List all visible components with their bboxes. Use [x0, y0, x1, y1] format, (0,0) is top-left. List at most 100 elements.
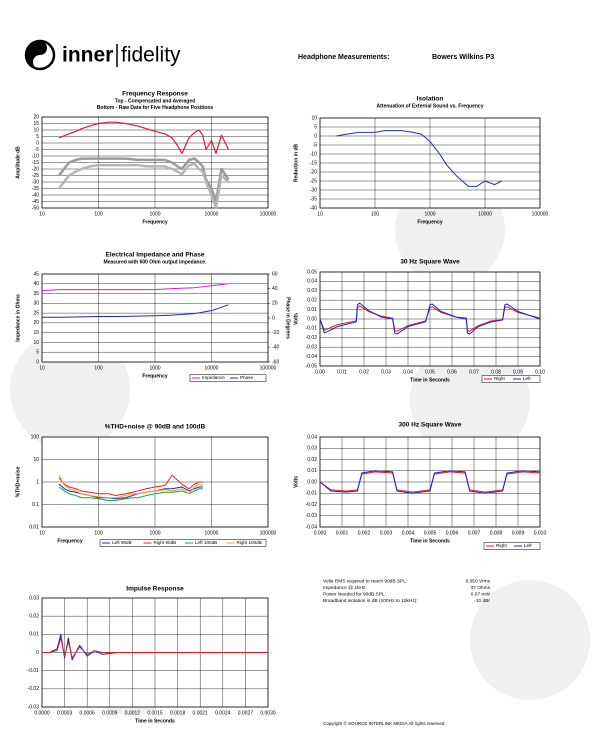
chart-subtitle: Bottom - Raw Data for Five Headphone Pos… — [97, 105, 214, 111]
chart-title: Impulse Response — [126, 586, 184, 593]
y-tick-label: -5 — [313, 142, 318, 148]
x-tick-label: 0.0003 — [57, 710, 73, 716]
y-tick-label: -0.03 — [306, 345, 318, 351]
x-tick-label: 10000 — [478, 211, 492, 217]
x-tick-label: 0.0021 — [193, 710, 209, 716]
x-tick-label: 1000 — [149, 211, 160, 217]
header-model: Bowers Wilkins P3 — [432, 54, 494, 61]
y2-axis-label: Phase in Degrees — [285, 297, 291, 339]
y-axis-label: Impedance in Ohms — [15, 294, 21, 342]
y-tick-label: 100 — [31, 434, 40, 440]
x-tick-label: 0.05 — [425, 369, 435, 375]
x-tick-label: 0.009 — [512, 530, 525, 536]
chart-title: %THD+noise @ 90dB and 100dB — [105, 424, 206, 431]
spec-value: 37 Ohms — [471, 585, 491, 591]
chart-subtitle: Measured with 600 Ohm output impedance. — [103, 259, 207, 265]
y-axis-label: Reduction in dB — [293, 143, 299, 182]
legend-label: Right — [494, 376, 505, 381]
x-tick-label: 100 — [94, 211, 103, 217]
y-tick-label: 5 — [314, 124, 317, 130]
x-tick-label: 1000 — [424, 211, 435, 217]
chart-title: Frequency Response — [122, 91, 188, 98]
y-tick-label: -0.04 — [306, 354, 318, 360]
x-tick-label: 10 — [39, 530, 45, 536]
chart-subtitle: Top - Compensated and Averaged — [115, 98, 195, 104]
legend-label: Left 90dB — [112, 540, 132, 545]
plot-frame — [41, 116, 269, 209]
y2-tick-label: -40 — [272, 345, 279, 351]
y-tick-label: -0.01 — [28, 668, 40, 674]
x-tick-label: 0.000 — [314, 530, 327, 536]
y-tick-label: -50 — [32, 205, 39, 211]
x-tick-label: 0.0015 — [147, 710, 163, 716]
x-tick-label: 0.08 — [491, 369, 501, 375]
legend-label: Right — [496, 543, 507, 548]
y-axis-label: Volts — [293, 476, 299, 488]
spec-value: -10 dBr — [474, 598, 490, 604]
x-tick-label: 0.010 — [534, 530, 547, 536]
y-tick-label: -0.03 — [28, 704, 40, 710]
chart-subtitle: Attenuation of External Sound vs. Freque… — [377, 103, 484, 109]
y-tick-label: 15 — [33, 330, 39, 336]
legend-label: Right 90dB — [154, 540, 177, 545]
plot-frame — [319, 117, 541, 209]
logo-mark — [26, 41, 47, 69]
x-tick-label: 100 — [371, 211, 380, 217]
x-tick-label: 0.03 — [381, 369, 391, 375]
brand-right: fidelity — [121, 44, 181, 67]
chart-title: Isolation — [417, 96, 444, 103]
x-tick-label: 10000 — [205, 211, 219, 217]
y-tick-label: 0.01 — [29, 524, 39, 530]
y-tick-label: 35 — [33, 291, 39, 297]
y-tick-label: -35 — [310, 196, 317, 202]
plot-frame — [41, 273, 269, 363]
spec-label: Broadband isolation in dB (100Hz to 10kH… — [323, 598, 418, 604]
y-tick-label: 30 — [33, 301, 39, 307]
legend-label: Left — [523, 376, 531, 381]
y-tick-label: 5 — [36, 134, 39, 140]
y-tick-label: -30 — [32, 179, 39, 185]
y-tick-label: 25 — [33, 310, 39, 316]
x-tick-label: 0.0009 — [102, 710, 118, 716]
x-tick-label: 0.0024 — [215, 710, 231, 716]
y-tick-label: 20 — [33, 320, 39, 326]
series-line — [319, 470, 541, 494]
y-tick-label: 1 — [36, 479, 39, 485]
x-axis-label: Time in Seconds — [410, 377, 450, 383]
y-tick-label: 10 — [33, 340, 39, 346]
y2-tick-label: 0 — [272, 315, 275, 321]
spec-label: Power Needed for 90dB SPL: — [323, 591, 386, 597]
x-tick-label: 0.02 — [359, 369, 369, 375]
y-tick-label: 0 — [36, 650, 39, 656]
x-tick-label: 0.0030 — [260, 710, 276, 716]
chart-title: 300 Hz Square Wave — [399, 422, 462, 429]
legend-box — [483, 542, 541, 550]
y-tick-label: -0.01 — [306, 326, 318, 332]
y-tick-label: 0.05 — [307, 269, 317, 275]
y-tick-label: 0.03 — [307, 288, 317, 294]
legend-box — [481, 375, 541, 383]
watermark — [410, 340, 530, 460]
y-tick-label: -25 — [32, 173, 39, 179]
x-tick-label: 100000 — [260, 530, 277, 536]
y-tick-label: -0.02 — [28, 686, 40, 692]
y2-tick-label: -60 — [272, 359, 279, 365]
legend-label: Phase — [240, 375, 253, 380]
x-tick-label: 10000 — [205, 365, 219, 371]
y-tick-label: -0.05 — [306, 363, 318, 369]
x-axis-label: Frequency — [142, 219, 168, 225]
y-tick-label: -35 — [32, 186, 39, 192]
y-tick-label: 0 — [314, 133, 317, 139]
series-line — [42, 637, 268, 659]
x-axis-label: Frequency — [417, 219, 443, 225]
series-line — [58, 121, 230, 154]
y-tick-label: -20 — [310, 169, 317, 175]
x-tick-label: 0.09 — [513, 369, 523, 375]
y-tick-label: -15 — [310, 160, 317, 166]
x-tick-label: 10000 — [205, 530, 219, 536]
x-tick-label: 100000 — [532, 211, 549, 217]
chart-title: Electrical Impedance and Phase — [106, 252, 205, 259]
x-tick-label: 0.0000 — [34, 710, 50, 716]
y-tick-label: 0.04 — [307, 279, 317, 285]
y-tick-label: 0.03 — [307, 446, 317, 452]
